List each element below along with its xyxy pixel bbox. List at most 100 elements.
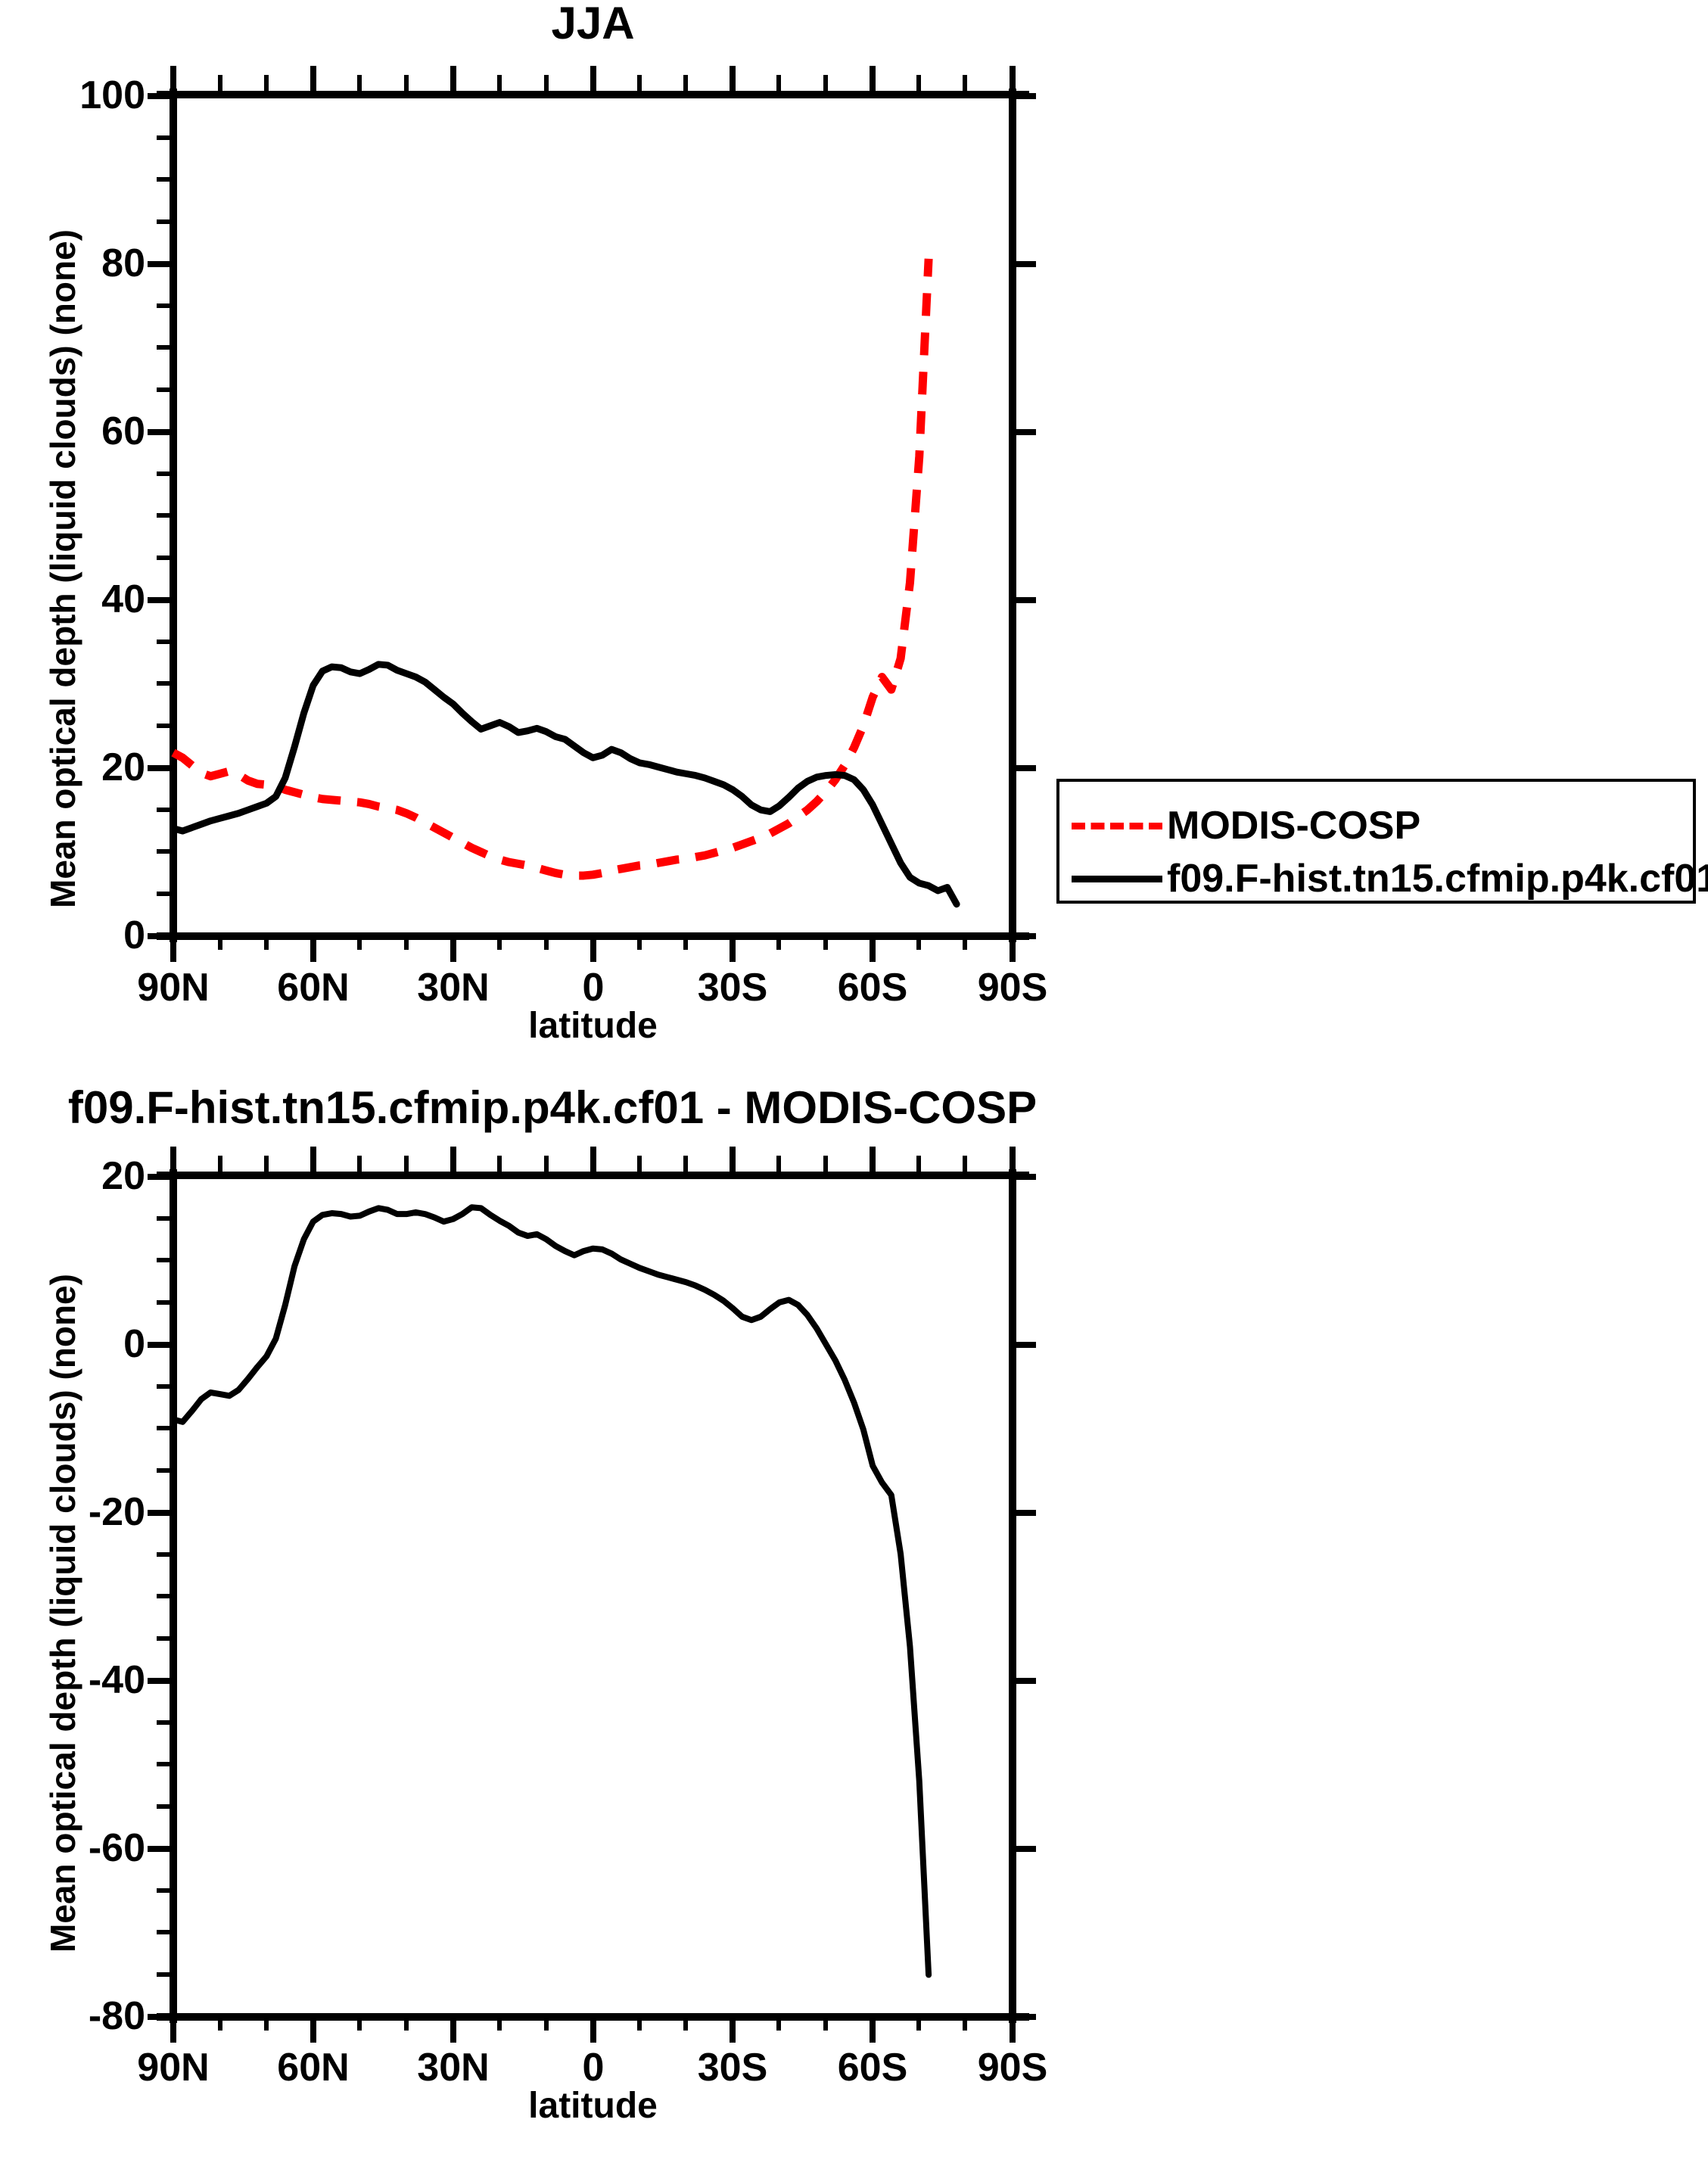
top-xtick-label: 90S <box>977 966 1048 1010</box>
bottom-ytick-minor <box>157 1762 173 1766</box>
top-xtick-major-top <box>170 66 176 92</box>
bottom-ytick-major <box>148 1678 173 1684</box>
bottom-xtick-minor-bottom <box>497 2014 502 2031</box>
top-ytick-major <box>148 765 173 771</box>
bottom-xtick-minor-bottom <box>823 2014 828 2031</box>
bottom-plot-area <box>148 1147 1036 2043</box>
bottom-xtick-major-bottom <box>450 2014 456 2043</box>
bottom-ytick-minor <box>157 1930 173 1934</box>
bottom-xtick-major-top <box>730 1147 736 1172</box>
top-ytick-minor <box>157 303 173 308</box>
top-ytick-major-right <box>1013 765 1036 771</box>
top-ytick-minor <box>157 849 173 854</box>
top-ytick-label: 20 <box>101 745 145 789</box>
top-figure-title: JJA <box>551 0 635 48</box>
top-xtick-label: 30N <box>417 966 490 1010</box>
bottom-xtick-major-bottom <box>870 2014 876 2043</box>
bottom-xtick-minor-bottom <box>544 2014 549 2031</box>
top-xtick-minor-top <box>916 75 921 92</box>
top-ytick-major-right <box>1013 261 1036 267</box>
bottom-xtick-minor-top <box>404 1156 409 1172</box>
bottom-ytick-minor <box>157 1594 173 1598</box>
top-ytick-minor <box>157 219 173 224</box>
top-xtick-major-bottom <box>310 933 316 962</box>
top-ytick-minor <box>157 681 173 686</box>
top-xtick-major-top <box>590 66 596 92</box>
bottom-ytick-label: -20 <box>88 1490 145 1534</box>
top-xtick-minor-bottom <box>916 933 921 950</box>
series-path-model <box>170 661 960 908</box>
bottom-xtick-minor-bottom <box>404 2014 409 2031</box>
top-xtick-minor-bottom <box>823 933 828 950</box>
top-ytick-minor <box>157 640 173 644</box>
bottom-xtick-label: 30S <box>697 2046 768 2090</box>
top-ytick-major <box>148 429 173 435</box>
top-xtick-minor-bottom <box>218 933 222 950</box>
top-xtick-label: 0 <box>582 966 605 1010</box>
bottom-xtick-minor-top <box>264 1156 269 1172</box>
bottom-figure: f09.F-hist.tn15.cfmip.p4k.cf01 - MODIS-C… <box>0 1060 1708 2166</box>
top-ytick-minor <box>157 556 173 560</box>
top-xtick-minor-bottom <box>357 933 362 950</box>
top-ytick-minor <box>157 808 173 812</box>
top-ytick-minor <box>157 387 173 392</box>
top-xtick-minor-top <box>404 75 409 92</box>
series-path-modis-cosp <box>171 258 933 880</box>
bottom-xtick-minor-top <box>963 1156 967 1172</box>
top-ytick-label: 80 <box>101 241 145 285</box>
bottom-ytick-label: -60 <box>88 1826 145 1870</box>
legend-swatch-solid-black <box>1072 875 1162 882</box>
top-xtick-major-top <box>870 66 876 92</box>
top-xtick-minor-bottom <box>963 933 967 950</box>
bottom-xtick-major-bottom <box>1010 2014 1016 2043</box>
top-ytick-label: 60 <box>101 409 145 453</box>
top-ytick-label: 40 <box>101 577 145 621</box>
top-plot-area <box>148 66 1036 962</box>
top-xaxis-title: latitude <box>528 1006 658 1046</box>
bottom-axis-right <box>1009 1169 1016 2023</box>
top-xtick-major-top <box>450 66 456 92</box>
bottom-ytick-major <box>148 1342 173 1348</box>
bottom-ytick-minor <box>157 1384 173 1389</box>
top-ytick-major <box>148 933 173 939</box>
top-xtick-minor-top <box>963 75 967 92</box>
bottom-xtick-major-bottom <box>590 2014 596 2043</box>
bottom-xtick-major-top <box>590 1147 596 1172</box>
bottom-xtick-minor-top <box>637 1156 642 1172</box>
bottom-xtick-label: 60S <box>837 2046 908 2090</box>
bottom-xtick-minor-bottom <box>357 2014 362 2031</box>
top-ytick-minor <box>157 471 173 476</box>
top-xtick-major-top <box>310 66 316 92</box>
top-xtick-major-bottom <box>870 933 876 962</box>
legend: MODIS-COSP f09.F-hist.tn15.cfmip.p4k.cf0… <box>1056 779 1708 904</box>
top-xtick-major-top <box>1010 66 1016 92</box>
bottom-xtick-major-bottom <box>170 2014 176 2043</box>
top-xtick-major-bottom <box>170 933 176 962</box>
bottom-ytick-label: 20 <box>101 1154 145 1198</box>
bottom-ytick-minor <box>157 1300 173 1305</box>
top-ytick-major-right <box>1013 933 1036 939</box>
legend-row-modis-cosp[interactable]: MODIS-COSP <box>1072 803 1420 848</box>
bottom-xtick-minor-top <box>776 1156 781 1172</box>
legend-row-model[interactable]: f09.F-hist.tn15.cfmip.p4k.cf01 <box>1072 856 1708 901</box>
bottom-xtick-major-top <box>1010 1147 1016 1172</box>
bottom-xtick-minor-bottom <box>637 2014 642 2031</box>
bottom-xtick-label: 0 <box>582 2046 605 2090</box>
top-xtick-major-bottom <box>730 933 736 962</box>
top-xtick-minor-bottom <box>497 933 502 950</box>
bottom-xtick-minor-top <box>497 1156 502 1172</box>
bottom-figure-title: f09.F-hist.tn15.cfmip.p4k.cf01 - MODIS-C… <box>67 1082 1038 1133</box>
bottom-ytick-label: 0 <box>123 1322 145 1366</box>
top-axis-right <box>1009 89 1016 942</box>
top-xtick-major-bottom <box>450 933 456 962</box>
bottom-ytick-major-right <box>1013 1174 1036 1180</box>
bottom-series-layer <box>170 1204 932 1978</box>
top-xtick-label: 60N <box>277 966 350 1010</box>
bottom-ytick-minor <box>157 1636 173 1641</box>
top-xtick-major-top <box>730 66 736 92</box>
bottom-ytick-label: -40 <box>88 1658 145 1702</box>
top-ytick-major-right <box>1013 93 1036 99</box>
bottom-xtick-label: 90N <box>137 2046 210 2090</box>
top-ytick-major-right <box>1013 597 1036 603</box>
bottom-ytick-major-right <box>1013 1846 1036 1852</box>
